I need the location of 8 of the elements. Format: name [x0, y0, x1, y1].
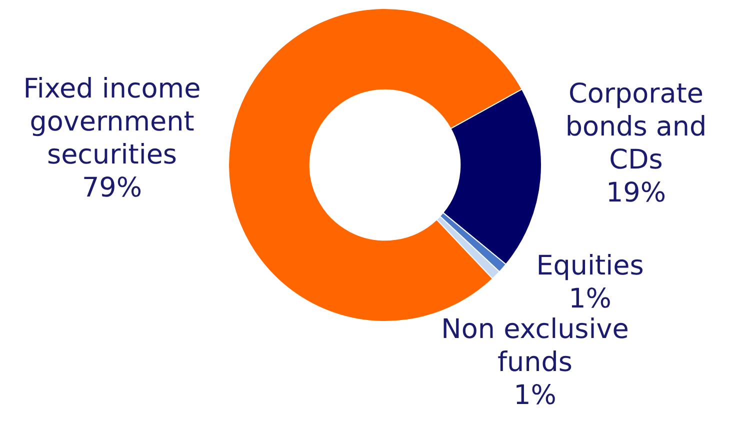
data-label: 1% — [514, 380, 556, 412]
data-label: 1% — [568, 284, 612, 315]
slice-label: Non exclusive funds — [441, 314, 629, 378]
slice-label: Corporate bonds and CDs — [565, 78, 707, 176]
slice-label: Equities — [536, 250, 644, 282]
slice-label: Fixed income government securities — [23, 74, 201, 171]
data-label: 19% — [606, 178, 666, 209]
data-label: 79% — [82, 172, 142, 204]
